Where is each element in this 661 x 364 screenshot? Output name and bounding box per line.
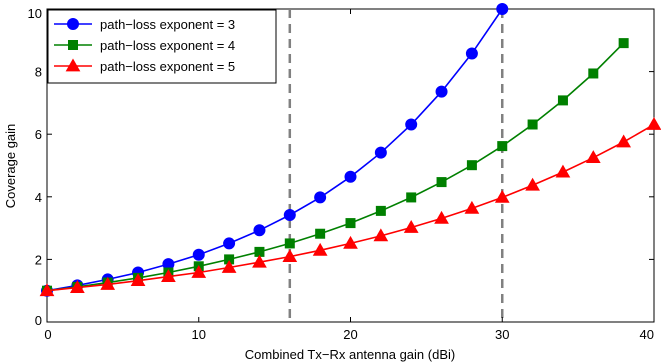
series-line: [46, 42, 625, 292]
data-point: [465, 47, 478, 60]
legend-swatch-marker: [67, 18, 79, 30]
data-point: [345, 218, 356, 229]
legend-label: path−loss exponent = 3: [100, 17, 235, 32]
data-point: [315, 228, 326, 239]
reference-lines: [288, 9, 504, 322]
data-point: [525, 177, 540, 191]
data-point: [223, 237, 236, 250]
data-point: [283, 208, 296, 221]
data-point: [191, 265, 207, 278]
data-point: [496, 3, 509, 15]
legend-label: path−loss exponent = 5: [100, 59, 235, 74]
data-point: [221, 260, 237, 273]
x-tick-label: 30: [495, 327, 509, 342]
data-point: [466, 160, 477, 171]
data-point: [161, 269, 176, 282]
y-tick-label: 4: [35, 190, 42, 205]
data-point: [464, 200, 480, 214]
data-point: [557, 95, 568, 106]
x-tick-label: 40: [640, 327, 654, 342]
data-point: [282, 249, 298, 262]
legend-item: path−loss exponent = 5: [54, 58, 235, 74]
data-point: [284, 238, 295, 249]
legend-box: [47, 9, 277, 84]
y-tick-label: 10: [28, 6, 42, 21]
data-point: [494, 189, 510, 203]
data-point: [527, 119, 538, 130]
series-line: [46, 8, 503, 292]
data-point: [100, 276, 116, 290]
data-point: [405, 118, 418, 131]
legend-swatch-marker: [65, 58, 81, 72]
y-axis-label: Coverage gain: [3, 124, 18, 209]
data-point: [588, 68, 599, 79]
data-point: [436, 177, 447, 188]
data-point: [343, 235, 358, 249]
axis-ticks: 0 10 20 30 40 0 2 4 6 8 10: [28, 6, 655, 342]
data-point: [130, 273, 146, 287]
series-layer: [39, 3, 661, 297]
x-tick-label: 20: [343, 327, 357, 342]
data-point: [69, 280, 85, 293]
data-point: [312, 242, 328, 256]
data-point: [585, 150, 601, 164]
data-point: [646, 116, 661, 130]
data-point: [434, 210, 449, 224]
series-3: [39, 116, 661, 297]
x-axis-label: Combined Tx−Rx antenna gain (dBi): [245, 347, 455, 362]
data-point: [314, 191, 327, 204]
data-point: [39, 283, 55, 297]
x-tick-label: 10: [192, 327, 206, 342]
legend-swatch-marker: [68, 40, 78, 50]
data-point: [192, 248, 205, 261]
data-point: [406, 192, 417, 203]
y-tick-label: 6: [35, 127, 42, 142]
data-point: [374, 146, 387, 159]
x-tick-label: 0: [44, 327, 51, 342]
data-point: [435, 85, 448, 98]
legend-label: path−loss exponent = 4: [100, 38, 235, 53]
y-tick-label: 2: [35, 252, 42, 267]
legend-item: path−loss exponent = 4: [54, 38, 235, 53]
data-point: [253, 224, 266, 237]
data-point: [373, 228, 389, 242]
data-point: [616, 134, 632, 148]
data-point: [375, 205, 386, 216]
data-point: [403, 219, 419, 233]
data-point: [497, 141, 508, 152]
y-tick-label: 8: [35, 65, 42, 80]
data-point: [618, 38, 629, 49]
data-point: [555, 164, 571, 178]
legend: path−loss exponent = 3 path−loss exponent…: [47, 9, 277, 84]
data-point: [344, 170, 357, 183]
data-point: [252, 254, 267, 268]
y-tick-label: 0: [35, 313, 42, 328]
legend-item: path−loss exponent = 3: [54, 17, 235, 32]
